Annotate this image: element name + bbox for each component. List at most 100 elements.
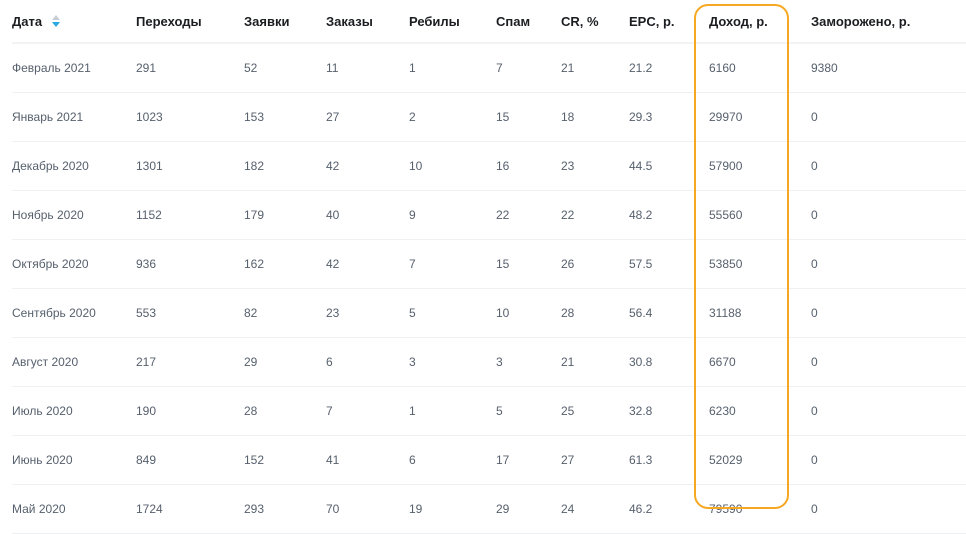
cell-spam: 3 <box>496 355 503 369</box>
cell-cr: 25 <box>561 404 575 418</box>
cell-spam: 16 <box>496 159 510 173</box>
cell-rebills: 1 <box>409 61 416 75</box>
cell-spam: 7 <box>496 61 503 75</box>
cell-income: 57900 <box>709 159 743 173</box>
cell-income: 6670 <box>709 355 736 369</box>
cell-income: 55560 <box>709 208 743 222</box>
cell-frozen: 0 <box>811 453 818 467</box>
cell-epc: 32.8 <box>629 404 653 418</box>
cell-orders: 42 <box>326 159 340 173</box>
cell-epc: 29.3 <box>629 110 653 124</box>
cell-requests: 293 <box>244 502 265 516</box>
table-row: Сентябрь 2020 553 82 23 5 10 28 56.4 31188 0 <box>12 289 966 338</box>
cell-requests: 152 <box>244 453 265 467</box>
table-row: Август 2020 217 29 6 3 3 21 30.8 6670 0 <box>12 338 966 387</box>
cell-cr: 23 <box>561 159 575 173</box>
column-header-label: Заморожено, р. <box>811 13 911 29</box>
cell-frozen: 0 <box>811 502 818 516</box>
cell-clicks: 849 <box>136 453 157 467</box>
table-header: Дата Переходы Заявки Заказы Ребилы Спам CR, % E… <box>12 0 966 44</box>
cell-income: 31188 <box>709 306 742 320</box>
column-header-label: Переходы <box>136 13 202 29</box>
cell-spam: 22 <box>496 208 510 222</box>
cell-rebills: 7 <box>409 257 416 271</box>
column-header-clicks: Переходы <box>136 0 202 42</box>
table-row: Октябрь 2020 936 162 42 7 15 26 57.5 53850 0 <box>12 240 966 289</box>
cell-epc: 61.3 <box>629 453 653 467</box>
cell-orders: 40 <box>326 208 340 222</box>
cell-cr: 21 <box>561 355 575 369</box>
cell-orders: 70 <box>326 502 340 516</box>
cell-clicks: 1023 <box>136 110 163 124</box>
cell-rebills: 6 <box>409 453 416 467</box>
cell-rebills: 19 <box>409 502 423 516</box>
cell-epc: 56.4 <box>629 306 653 320</box>
table-row: Ноябрь 2020 1152 179 40 9 22 22 48.2 55560 0 <box>12 191 966 240</box>
cell-income: 52029 <box>709 453 743 467</box>
cell-income: 29970 <box>709 110 743 124</box>
cell-orders: 41 <box>326 453 340 467</box>
cell-orders: 6 <box>326 355 333 369</box>
cell-rebills: 5 <box>409 306 416 320</box>
cell-requests: 29 <box>244 355 258 369</box>
column-header-epc: EPC, р. <box>629 0 675 42</box>
table-row: Май 2020 1724 293 70 19 29 24 46.2 79590 0 <box>12 485 966 534</box>
cell-requests: 82 <box>244 306 258 320</box>
cell-requests: 179 <box>244 208 265 222</box>
cell-requests: 28 <box>244 404 258 418</box>
cell-cr: 27 <box>561 453 575 467</box>
column-header-label: Спам <box>496 13 531 29</box>
column-header-label: EPC, р. <box>629 13 675 29</box>
cell-date: Сентябрь 2020 <box>12 306 96 320</box>
column-header-label: Заказы <box>326 13 373 29</box>
cell-date: Июнь 2020 <box>12 453 73 467</box>
cell-requests: 52 <box>244 61 258 75</box>
cell-date: Ноябрь 2020 <box>12 208 84 222</box>
sort-down-icon[interactable] <box>52 22 61 27</box>
column-header-requests: Заявки <box>244 0 289 42</box>
cell-spam: 17 <box>496 453 510 467</box>
column-header-income: Доход, р. <box>709 0 768 42</box>
cell-frozen: 0 <box>811 208 818 222</box>
cell-frozen: 0 <box>811 257 818 271</box>
table-row: Июнь 2020 849 152 41 6 17 27 61.3 52029 0 <box>12 436 966 485</box>
cell-cr: 26 <box>561 257 575 271</box>
cell-income: 53850 <box>709 257 743 271</box>
column-header-label: Дата <box>12 13 43 29</box>
cell-orders: 42 <box>326 257 340 271</box>
column-header-date[interactable]: Дата <box>12 0 61 42</box>
cell-clicks: 1152 <box>136 208 162 222</box>
column-header-frozen: Заморожено, р. <box>811 0 910 42</box>
cell-frozen: 0 <box>811 306 818 320</box>
cell-clicks: 553 <box>136 306 157 320</box>
cell-requests: 153 <box>244 110 265 124</box>
cell-clicks: 217 <box>136 355 157 369</box>
table-row: Июль 2020 190 28 7 1 5 25 32.8 6230 0 <box>12 387 966 436</box>
cell-cr: 18 <box>561 110 575 124</box>
cell-spam: 29 <box>496 502 510 516</box>
cell-epc: 57.5 <box>629 257 653 271</box>
sort-up-icon[interactable] <box>52 15 61 20</box>
cell-epc: 21.2 <box>629 61 653 75</box>
column-header-rebills: Ребилы <box>409 0 460 42</box>
cell-frozen: 0 <box>811 159 818 173</box>
cell-clicks: 1724 <box>136 502 163 516</box>
cell-cr: 21 <box>561 61 575 75</box>
cell-orders: 11 <box>326 61 339 75</box>
cell-spam: 10 <box>496 306 510 320</box>
cell-cr: 22 <box>561 208 575 222</box>
column-header-label: CR, % <box>561 13 599 29</box>
cell-requests: 162 <box>244 257 265 271</box>
cell-requests: 182 <box>244 159 265 173</box>
cell-epc: 30.8 <box>629 355 653 369</box>
sort-arrows-icon[interactable] <box>52 15 61 27</box>
table-row: Январь 2021 1023 153 27 2 15 18 29.3 29970 0 <box>12 93 966 142</box>
column-header-label: Заявки <box>244 13 290 29</box>
cell-orders: 7 <box>326 404 333 418</box>
cell-date: Февраль 2021 <box>12 61 91 75</box>
cell-income: 6230 <box>709 404 736 418</box>
cell-epc: 48.2 <box>629 208 653 222</box>
column-header-spam: Спам <box>496 0 530 42</box>
column-header-cr: CR, % <box>561 0 599 42</box>
